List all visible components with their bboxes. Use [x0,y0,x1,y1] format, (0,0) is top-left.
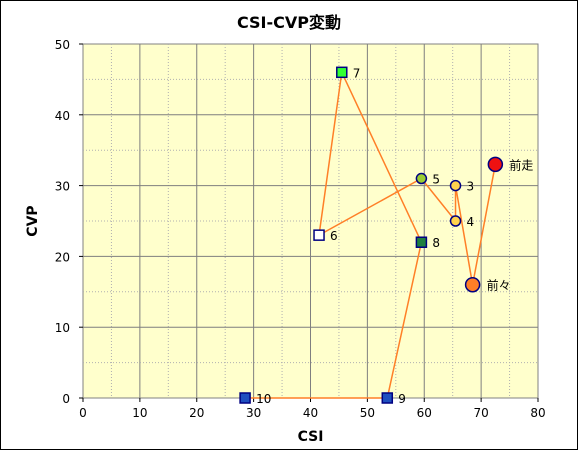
data-point: 前走 [487,156,533,173]
point-marker-square [239,392,251,404]
x-tick-label: 10 [132,406,147,420]
y-tick-label: 10 [55,321,70,335]
point-label: 3 [467,180,475,194]
x-tick-label: 40 [303,406,318,420]
data-points: 10 9 8 7 6 5 4 3 前々 前走 [239,66,533,406]
data-point: 3 [449,179,475,194]
point-label: 4 [467,215,475,229]
x-tick-label: 80 [530,406,545,420]
point-marker-circle-large [487,156,504,173]
x-tick-label: 60 [417,406,432,420]
point-marker-square [336,66,348,79]
point-label: 5 [432,173,440,187]
chart-title: CSI-CVP変動 [237,13,341,32]
y-tick-label: 0 [62,392,70,406]
data-point: 9 [381,392,406,406]
x-axis-ticks: 0 10 20 30 40 50 60 70 80 [79,398,546,420]
y-axis-label: CVP [25,205,41,236]
point-label: 6 [330,229,338,243]
y-tick-label: 40 [55,109,70,123]
point-label: 前々 [487,278,511,293]
point-label: 10 [256,392,271,406]
point-marker-square [381,392,394,404]
point-label: 7 [353,66,361,80]
x-tick-label: 0 [79,406,87,420]
x-tick-label: 20 [189,406,204,420]
data-point: 前々 [464,276,511,293]
point-marker-square [313,229,325,241]
point-marker-circle [449,179,462,192]
point-label: 8 [432,236,440,250]
y-tick-label: 20 [55,250,70,264]
data-point: 10 [239,392,271,406]
data-point: 7 [336,66,361,80]
point-label: 9 [398,392,406,406]
data-point: 6 [313,229,338,243]
point-marker-circle [449,215,462,227]
point-marker-square [415,236,428,248]
y-axis-ticks: 0 10 20 30 40 50 [55,38,83,406]
point-marker-circle-large [464,276,481,293]
data-point: 5 [415,172,440,187]
x-axis-label: CSI [298,429,324,445]
point-label: 前走 [509,157,533,172]
series-line [245,69,497,399]
data-point: 4 [449,215,475,229]
x-tick-label: 50 [360,406,375,420]
x-tick-label: 70 [473,406,488,420]
y-tick-label: 30 [55,180,70,194]
point-marker-circle [415,172,428,185]
grid [83,44,538,398]
x-tick-label: 30 [246,406,261,420]
series-polyline [245,69,497,399]
y-tick-label: 50 [55,38,70,52]
data-point: 8 [415,236,440,250]
